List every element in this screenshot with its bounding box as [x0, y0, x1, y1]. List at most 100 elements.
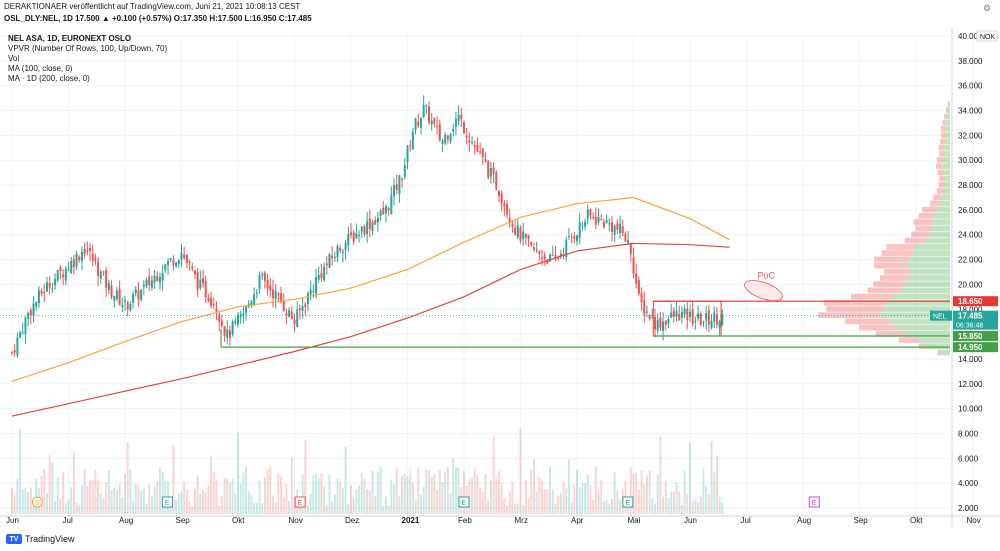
- candle-body[interactable]: [433, 118, 436, 124]
- candle-body[interactable]: [460, 114, 463, 120]
- candle-body[interactable]: [315, 277, 318, 294]
- candle-body[interactable]: [344, 242, 347, 250]
- candle-body[interactable]: [51, 288, 54, 290]
- candle-body[interactable]: [670, 312, 673, 318]
- candle-body[interactable]: [215, 308, 218, 312]
- candle-body[interactable]: [263, 272, 266, 281]
- earnings-marker[interactable]: [458, 496, 470, 508]
- candle-body[interactable]: [288, 309, 291, 317]
- candle-body[interactable]: [196, 272, 199, 291]
- candle-body[interactable]: [368, 218, 371, 230]
- candle-body[interactable]: [242, 313, 245, 316]
- candle-body[interactable]: [697, 313, 700, 319]
- candle-body[interactable]: [589, 209, 592, 216]
- candle-body[interactable]: [543, 255, 546, 259]
- candle-body[interactable]: [220, 320, 223, 327]
- candle-body[interactable]: [78, 256, 81, 261]
- tradingview-footer[interactable]: TV TradingView: [6, 534, 75, 544]
- candle-body[interactable]: [570, 236, 573, 238]
- candle-body[interactable]: [62, 274, 65, 278]
- earnings-marker[interactable]: [622, 496, 634, 508]
- candle-body[interactable]: [129, 304, 132, 311]
- candle-body[interactable]: [245, 306, 248, 313]
- candle-body[interactable]: [94, 258, 97, 261]
- candle-body[interactable]: [473, 145, 476, 148]
- candle-body[interactable]: [110, 285, 113, 297]
- candle-body[interactable]: [145, 279, 148, 286]
- candle-body[interactable]: [428, 106, 431, 123]
- candle-body[interactable]: [694, 320, 697, 322]
- candle-body[interactable]: [672, 310, 675, 317]
- candle-body[interactable]: [137, 290, 140, 300]
- candle-body[interactable]: [705, 313, 708, 321]
- candle-body[interactable]: [56, 269, 59, 281]
- candle-body[interactable]: [226, 329, 229, 338]
- candle-body[interactable]: [384, 205, 387, 214]
- candle-body[interactable]: [664, 320, 667, 325]
- candle-body[interactable]: [457, 114, 460, 122]
- candle-body[interactable]: [522, 231, 525, 239]
- candle-body[interactable]: [99, 271, 102, 279]
- candle-body[interactable]: [594, 216, 597, 225]
- candle-body[interactable]: [713, 312, 716, 322]
- candle-body[interactable]: [707, 309, 710, 325]
- candle-body[interactable]: [497, 190, 500, 196]
- candle-body[interactable]: [204, 281, 207, 298]
- candle-body[interactable]: [115, 290, 118, 300]
- candle-body[interactable]: [487, 161, 490, 178]
- candle-body[interactable]: [576, 235, 578, 242]
- candle-body[interactable]: [237, 314, 239, 325]
- candle-body[interactable]: [223, 326, 226, 337]
- candle-body[interactable]: [686, 308, 689, 321]
- candle-body[interactable]: [363, 226, 366, 235]
- candle-body[interactable]: [425, 104, 428, 106]
- candle-body[interactable]: [285, 312, 288, 316]
- candle-body[interactable]: [89, 247, 92, 251]
- candle-body[interactable]: [304, 304, 307, 307]
- candle-body[interactable]: [105, 270, 108, 288]
- split-marker[interactable]: [31, 496, 43, 508]
- legend-vol[interactable]: Vol: [8, 54, 20, 63]
- candle-body[interactable]: [218, 314, 221, 322]
- candle-body[interactable]: [465, 135, 468, 138]
- candle-body[interactable]: [675, 310, 678, 317]
- candle-body[interactable]: [452, 128, 455, 132]
- candle-body[interactable]: [538, 250, 541, 254]
- candle-body[interactable]: [54, 279, 57, 286]
- candle-body[interactable]: [651, 316, 654, 318]
- candle-body[interactable]: [476, 145, 479, 152]
- candle-body[interactable]: [86, 250, 89, 252]
- candle-body[interactable]: [718, 321, 721, 328]
- candle-body[interactable]: [266, 279, 269, 289]
- candle-body[interactable]: [511, 223, 514, 227]
- candle-body[interactable]: [45, 282, 48, 292]
- candle-body[interactable]: [19, 332, 22, 338]
- candle-body[interactable]: [72, 259, 75, 268]
- candle-body[interactable]: [710, 321, 713, 328]
- candle-body[interactable]: [683, 308, 686, 314]
- candle-body[interactable]: [271, 289, 274, 298]
- candle-body[interactable]: [702, 321, 705, 323]
- candle-body[interactable]: [48, 283, 51, 288]
- candle-body[interactable]: [210, 297, 213, 306]
- candle-body[interactable]: [35, 301, 38, 307]
- candle-body[interactable]: [530, 241, 533, 245]
- candle-body[interactable]: [183, 254, 186, 258]
- candle-body[interactable]: [21, 332, 24, 334]
- candle-body[interactable]: [320, 272, 323, 279]
- candle-body[interactable]: [648, 315, 651, 320]
- candle-body[interactable]: [376, 217, 379, 223]
- candle-body[interactable]: [255, 292, 258, 294]
- candle-body[interactable]: [185, 255, 188, 263]
- candle-body[interactable]: [446, 135, 449, 140]
- candle-body[interactable]: [374, 219, 377, 225]
- candle-body[interactable]: [586, 209, 589, 219]
- candle-body[interactable]: [438, 124, 441, 141]
- candle-body[interactable]: [484, 159, 487, 163]
- candle-body[interactable]: [500, 193, 503, 204]
- candle-body[interactable]: [13, 350, 16, 353]
- candle-body[interactable]: [169, 258, 172, 260]
- candle-body[interactable]: [153, 275, 156, 283]
- candle-body[interactable]: [121, 304, 124, 308]
- candle-body[interactable]: [403, 165, 406, 178]
